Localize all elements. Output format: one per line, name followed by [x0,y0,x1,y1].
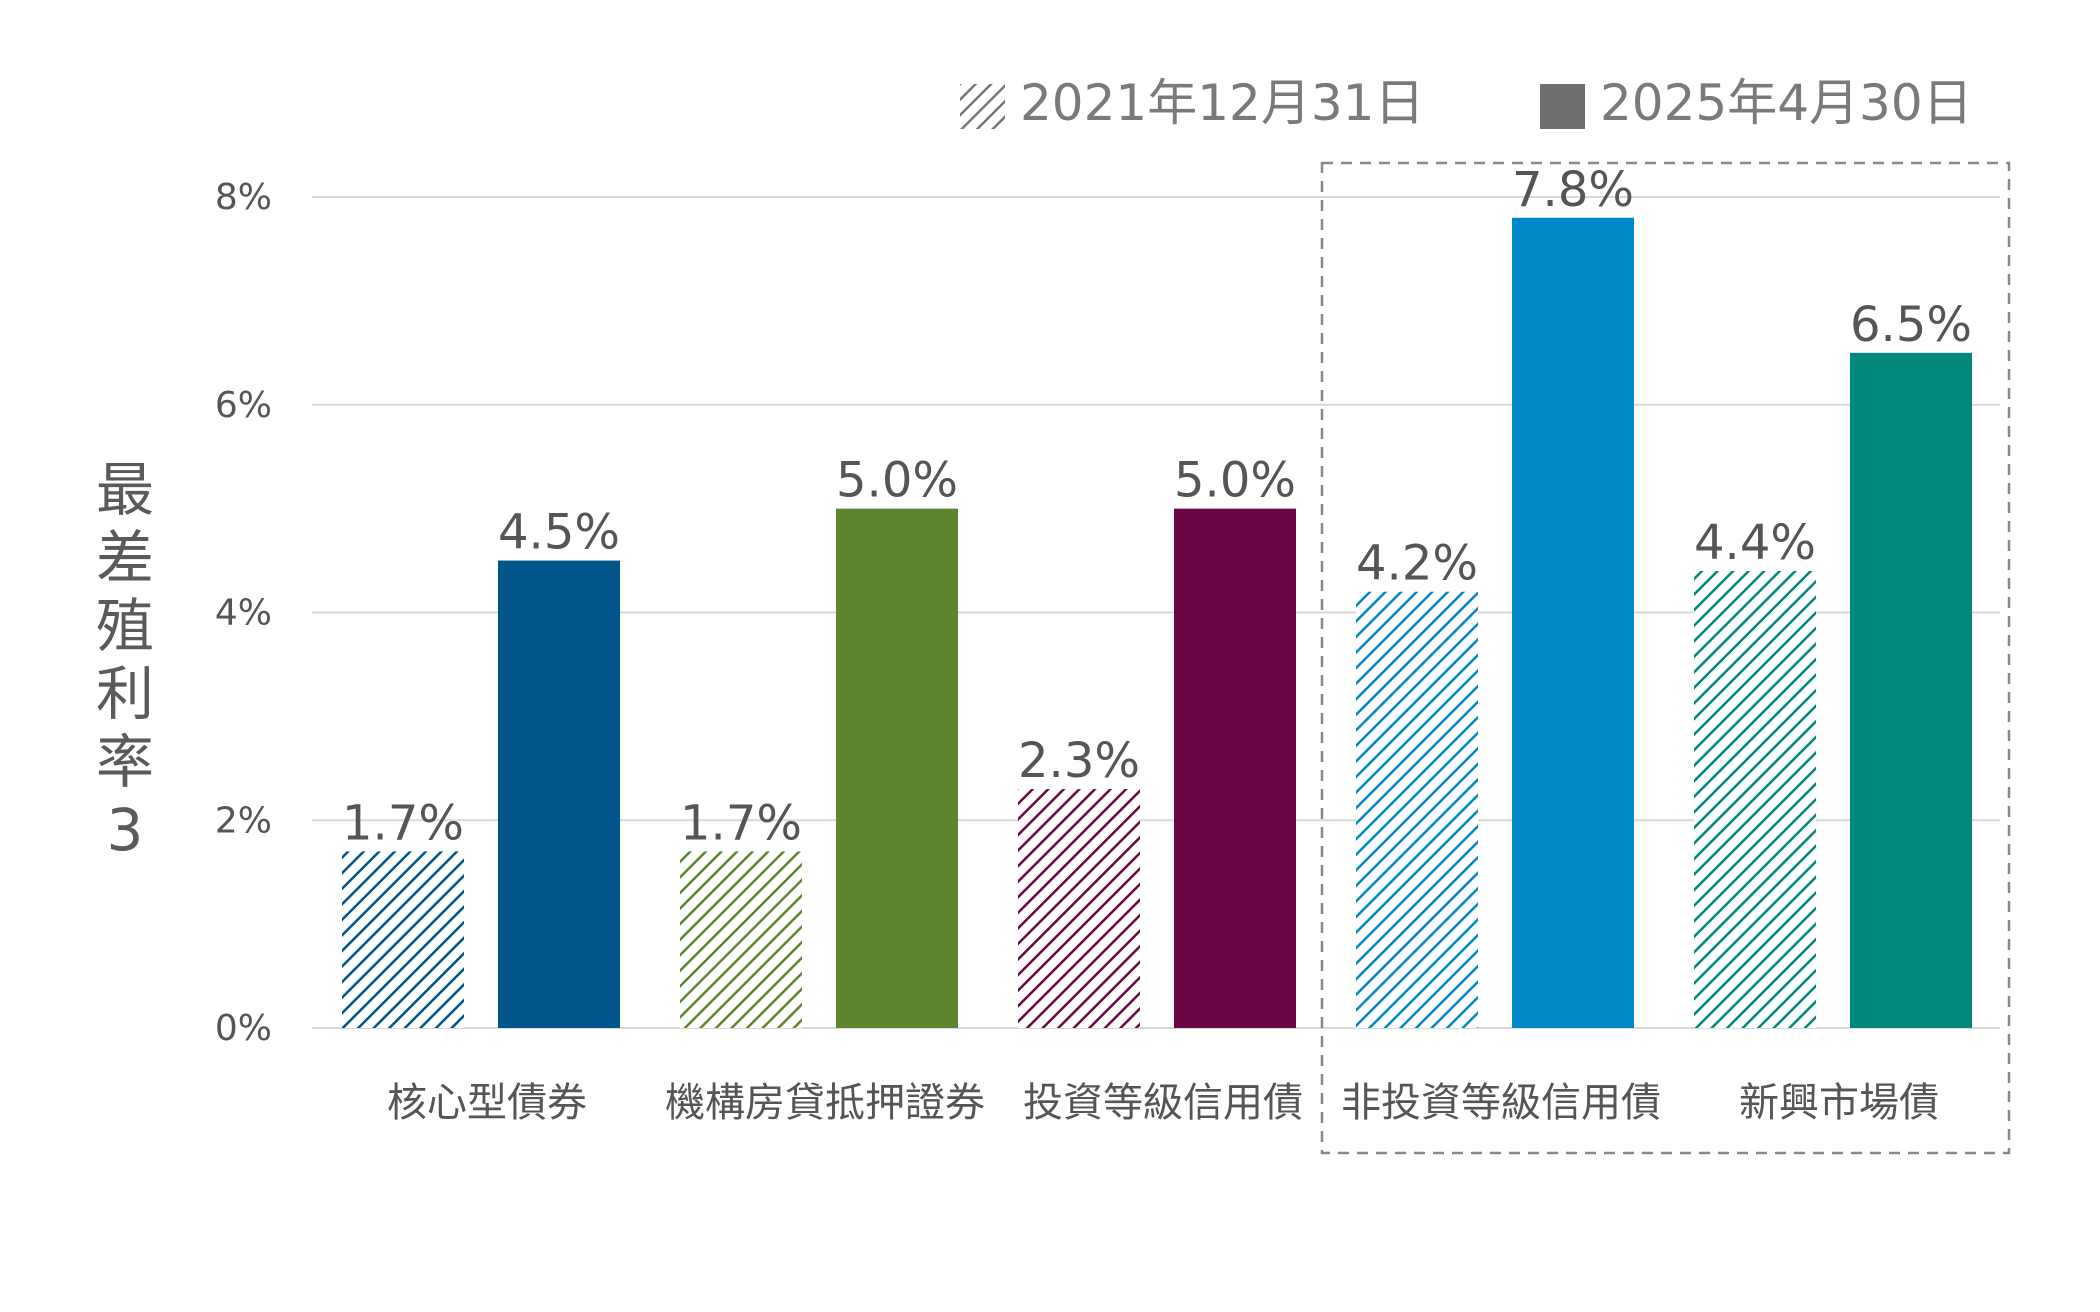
category-label: 機構房貸抵押證券 [665,1080,985,1126]
y-tick-label: 4% [215,593,272,634]
bar-value-label: 1.7% [680,795,802,851]
category-label: 投資等級信用債 [1023,1080,1303,1126]
y-tick-label: 2% [215,800,272,841]
bar-2021-2 [1018,789,1140,1028]
bar-value-label: 4.5% [498,505,620,561]
bar-value-label: 6.5% [1850,297,1972,353]
bar-2021-0 [342,851,464,1028]
bar-value-label: 2.3% [1018,733,1140,789]
bar-2025-3 [1512,217,1634,1028]
bar-value-label: 4.2% [1356,536,1478,592]
legend: 2021年12月31日 2025年4月30日 [960,74,1973,132]
bar-value-label: 7.8% [1512,162,1634,218]
category-label: 新興市場債 [1739,1080,1939,1126]
bar-2021-3 [1356,591,1478,1028]
y-axis-label: 最差殖利率 3 [96,456,154,864]
data-labels: 1.7% 4.5% 1.7% 5.0% 2.3% 5.0% 4.2% 7.8% 4.4% 6.5% [342,162,1972,852]
category-label: 核心型債券 [387,1080,587,1126]
x-axis-categories: 核心型債券 機構房貸抵押證券 投資等級信用債 非投資等級信用債 新興市場債 [387,1080,1939,1126]
bar-2021-4 [1694,570,1816,1028]
legend-swatch-2025 [1540,84,1585,129]
bar-value-label: 4.4% [1694,515,1816,571]
bar-2021-1 [680,851,802,1028]
y-tick-label: 6% [215,385,272,426]
y-tick-label: 8% [215,177,272,218]
bar-2025-4 [1850,352,1972,1028]
bar-value-label: 5.0% [836,453,958,509]
legend-label-2025: 2025年4月30日 [1600,74,1973,132]
category-label: 非投資等級信用債 [1341,1080,1661,1126]
bar-2025-2 [1174,508,1296,1028]
legend-swatch-2021 [960,84,1005,129]
bar-2025-1 [836,508,958,1028]
y-axis-ticks: 0% 2% 4% 6% 8% [215,177,272,1049]
y-tick-label: 0% [215,1008,272,1049]
bars [342,217,1972,1028]
y-axis-label: 最差殖利率 3 [96,456,154,864]
legend-label-2021: 2021年12月31日 [1020,74,1425,132]
bar-value-label: 1.7% [342,795,464,851]
highlight-box [1320,161,2011,1155]
bar-2025-0 [498,560,620,1028]
bar-value-label: 5.0% [1174,453,1296,509]
highlight-dashed-box [1320,161,2011,1155]
